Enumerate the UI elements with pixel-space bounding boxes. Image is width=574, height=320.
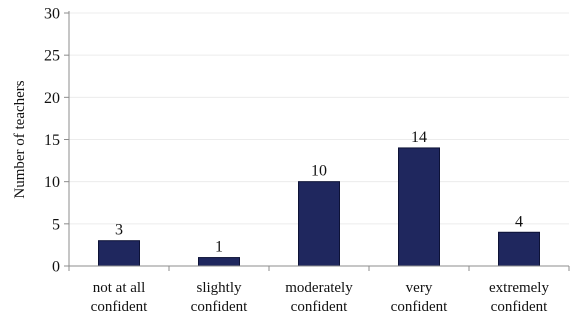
x-axis-ticks [68,266,570,271]
bar-series [98,147,540,267]
category-label-3-line-0: very [406,280,433,296]
category-label-2-line-1: confident [291,299,348,315]
gridlines [69,12,569,225]
y-axis-title: Number of teachers [12,80,28,198]
data-label-2: 10 [311,163,327,180]
bar-0 [98,240,140,267]
y-tick-label-0: 0 [52,259,60,276]
y-tick-label-5: 5 [52,216,60,233]
data-label-1: 1 [215,239,223,256]
y-tick-label-20: 20 [44,90,60,107]
data-label-0: 3 [115,222,123,239]
category-label-3-line-1: confident [391,299,448,315]
y-axis-ticks: 0 5 10 15 20 25 30 [44,6,69,276]
category-label-2-line-0: moderately [285,280,353,296]
data-label-3: 14 [411,129,427,146]
y-tick-label-10: 10 [44,174,60,191]
data-label-4: 4 [515,213,523,230]
bar-4 [498,231,540,267]
bar-3 [398,147,440,267]
category-label-1-line-0: slightly [196,280,242,296]
category-label-0-line-0: not at all [93,280,146,296]
category-label-0-line-1: confident [91,299,148,315]
bar-1 [198,257,240,267]
bar-2 [298,181,340,267]
y-tick-label-25: 25 [44,48,60,65]
y-tick-label-15: 15 [44,132,60,149]
category-label-1-line-1: confident [191,299,248,315]
x-axis-category-labels: not at all confident slightly confident mode… [91,280,550,315]
category-label-4-line-0: extremely [489,280,549,296]
y-tick-label-30: 30 [44,6,60,23]
data-labels: 3 1 10 14 4 [115,129,523,256]
category-label-4-line-1: confident [491,299,548,315]
